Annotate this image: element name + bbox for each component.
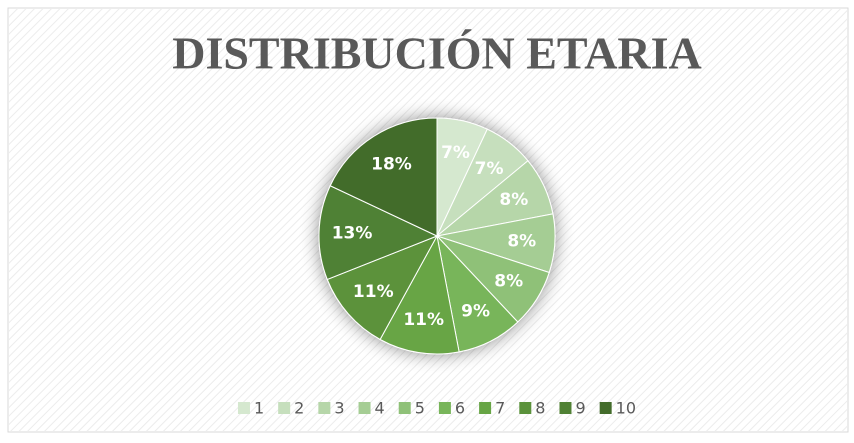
chart-title: DISTRIBUCIÓN ETARIA <box>172 28 702 79</box>
legend-label: 7 <box>495 399 505 418</box>
data-label: 8% <box>499 190 528 210</box>
legend-label: 10 <box>616 399 636 418</box>
data-label: 11% <box>403 310 444 330</box>
pie <box>318 117 556 355</box>
legend-swatch <box>438 402 451 414</box>
pie-slice <box>329 117 438 237</box>
legend-label: 9 <box>575 399 585 418</box>
data-label: 11% <box>353 282 394 302</box>
pie-slice <box>326 235 439 341</box>
legend-label: 8 <box>535 399 545 418</box>
data-label: 8% <box>494 272 523 292</box>
data-label: 7% <box>475 159 504 179</box>
data-label: 18% <box>371 154 412 174</box>
data-label: 8% <box>507 231 536 251</box>
legend-swatch <box>358 402 371 414</box>
legend-swatch <box>237 402 250 414</box>
legend-swatch <box>278 402 291 414</box>
legend-swatch <box>398 402 411 414</box>
legend-label: 1 <box>254 399 264 418</box>
legend-swatch <box>318 402 331 414</box>
legend-label: 3 <box>334 399 344 418</box>
data-label: 9% <box>461 302 490 322</box>
legend-swatch <box>519 402 532 414</box>
legend-label: 4 <box>375 399 385 418</box>
data-label: 13% <box>332 223 373 243</box>
data-label: 7% <box>441 143 470 163</box>
pie-slice <box>379 234 460 355</box>
legend-swatch <box>599 402 612 414</box>
legend-label: 6 <box>455 399 465 418</box>
legend-swatch <box>479 402 492 414</box>
legend-label: 2 <box>294 399 304 418</box>
legend-label: 5 <box>415 399 425 418</box>
pie-slice <box>318 185 439 281</box>
legend: 1 2 3 4 5 6 7 8 9 10 <box>237 399 636 418</box>
legend-swatch <box>559 402 572 414</box>
